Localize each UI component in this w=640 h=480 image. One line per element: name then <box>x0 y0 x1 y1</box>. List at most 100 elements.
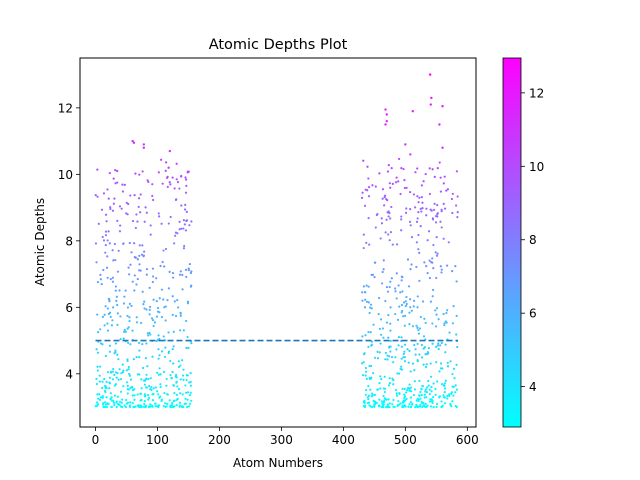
scatter-point <box>391 377 394 380</box>
scatter-point <box>173 399 176 402</box>
scatter-point <box>184 397 187 400</box>
scatter-point <box>110 399 114 402</box>
x-tick-label: 400 <box>332 433 355 447</box>
scatter-point <box>114 383 118 386</box>
scatter-point <box>104 230 108 233</box>
scatter-point <box>184 384 187 387</box>
scatter-point <box>397 284 400 287</box>
scatter-point <box>429 300 432 303</box>
scatter-point <box>416 342 419 346</box>
scatter-point <box>433 175 436 178</box>
scatter-point <box>143 250 146 253</box>
scatter-point <box>442 182 445 185</box>
scatter-point <box>175 373 178 377</box>
scatter-point <box>180 174 183 178</box>
scatter-point <box>163 392 166 395</box>
scatter-point <box>378 172 381 175</box>
scatter-point <box>418 353 421 356</box>
scatter-point <box>132 141 136 144</box>
scatter-point <box>143 379 147 382</box>
scatter-point <box>360 196 364 199</box>
scatter-point <box>446 188 450 191</box>
scatter-point <box>161 260 164 264</box>
scatter-point <box>162 298 165 301</box>
scatter-point <box>109 277 112 281</box>
scatter-point <box>101 386 104 390</box>
scatter-point <box>125 381 129 384</box>
scatter-point <box>152 275 155 278</box>
scatter-point <box>181 359 184 362</box>
scatter-point <box>397 335 401 339</box>
scatter-point <box>432 267 435 270</box>
scatter-point <box>389 217 392 220</box>
scatter-point <box>394 356 397 359</box>
scatter-point <box>377 404 380 408</box>
scatter-point <box>438 161 441 164</box>
scatter-point <box>135 356 138 359</box>
scatter-point <box>158 215 161 218</box>
scatter-point <box>416 306 419 309</box>
scatter-point <box>112 306 115 309</box>
scatter-point <box>451 270 454 273</box>
scatter-point <box>425 207 428 210</box>
scatter-point <box>383 387 387 390</box>
scatter-point <box>106 307 109 310</box>
scatter-point <box>173 300 176 303</box>
scatter-point <box>100 283 103 286</box>
scatter-point <box>116 270 120 273</box>
scatter-point <box>101 395 104 398</box>
scatter-point <box>168 270 171 274</box>
scatter-point <box>140 398 143 402</box>
scatter-point <box>149 233 152 236</box>
scatter-point <box>403 396 406 400</box>
scatter-point <box>188 394 192 397</box>
scatter-point <box>384 299 387 303</box>
scatter-point <box>428 192 431 196</box>
scatter-point <box>145 308 148 311</box>
scatter-point <box>171 176 174 179</box>
scatter-point <box>109 315 112 319</box>
scatter-point <box>383 397 386 400</box>
scatter-point <box>125 369 128 372</box>
scatter-point <box>388 382 392 385</box>
scatter-point <box>138 341 141 344</box>
scatter-point <box>390 356 394 359</box>
scatter-point <box>385 197 388 201</box>
scatter-point <box>411 362 415 365</box>
scatter-point <box>166 175 169 178</box>
scatter-point <box>157 373 160 376</box>
scatter-point <box>409 306 412 309</box>
scatter-point <box>126 306 130 309</box>
scatter-point <box>178 405 181 408</box>
scatter-point <box>400 336 403 339</box>
scatter-point <box>438 370 441 373</box>
scatter-point <box>133 398 136 401</box>
scatter-point <box>176 397 179 400</box>
scatter-point <box>450 197 454 201</box>
scatter-point <box>111 249 114 252</box>
scatter-point <box>98 380 101 383</box>
scatter-point <box>398 305 401 308</box>
scatter-point <box>420 388 423 391</box>
scatter-point <box>96 280 100 284</box>
scatter-point <box>95 382 99 386</box>
scatter-point <box>99 278 102 281</box>
scatter-point <box>115 295 118 298</box>
scatter-point <box>388 239 391 242</box>
scatter-point <box>362 373 365 377</box>
scatter-point <box>419 207 422 210</box>
scatter-point <box>417 332 421 335</box>
scatter-point <box>134 256 137 259</box>
scatter-point <box>425 396 428 399</box>
scatter-point <box>143 307 146 310</box>
scatter-point <box>435 313 438 316</box>
scatter-point <box>387 384 391 387</box>
scatter-point <box>189 402 192 405</box>
scatter-point <box>125 398 128 402</box>
scatter-point <box>403 356 406 359</box>
scatter-point <box>182 368 185 371</box>
scatter-point <box>94 194 97 197</box>
scatter-point <box>401 276 404 279</box>
scatter-point <box>435 345 438 348</box>
scatter-point <box>98 374 101 377</box>
